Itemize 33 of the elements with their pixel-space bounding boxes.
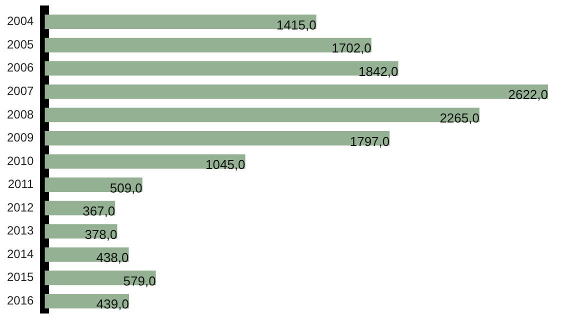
y-tick-label: 2011 [8,177,34,192]
y-tick-label: 2012 [6,200,34,214]
data-label: 1797,0 [350,134,390,149]
data-label: 438,0 [96,250,129,266]
y-tick-label: 2007 [6,84,34,98]
data-label: 2265,0 [440,110,480,126]
y-tick-label: 2009 [6,130,34,145]
data-label: 1415,0 [276,17,316,32]
bar [44,38,372,52]
y-tick-label: 2008 [6,107,34,122]
bar [44,84,548,99]
bar [44,270,156,286]
data-label: 2622,0 [508,87,548,102]
data-label: 439,0 [96,296,129,312]
data-label: 1045,0 [206,157,246,172]
y-tick-label: 2005 [6,37,34,52]
bar [44,154,246,169]
y-tick-label: 2016 [6,293,34,308]
data-label: 509,0 [110,180,142,196]
y-tick-label: 2013 [6,224,34,238]
bar [44,108,480,122]
y-tick-label: 2010 [6,154,34,168]
data-label: 1702,0 [332,40,372,56]
y-tick-label: 2004 [6,14,34,28]
y-tick-label: 2006 [6,60,34,75]
data-label: 1842,0 [358,64,398,79]
data-label: 367,0 [82,204,116,219]
data-label: 378,0 [84,226,118,242]
y-tick-label: 2015 [6,270,34,284]
bar [44,61,398,76]
y-tick-label: 2014 [6,246,34,261]
data-label: 579,0 [123,273,156,288]
bar [44,14,316,30]
